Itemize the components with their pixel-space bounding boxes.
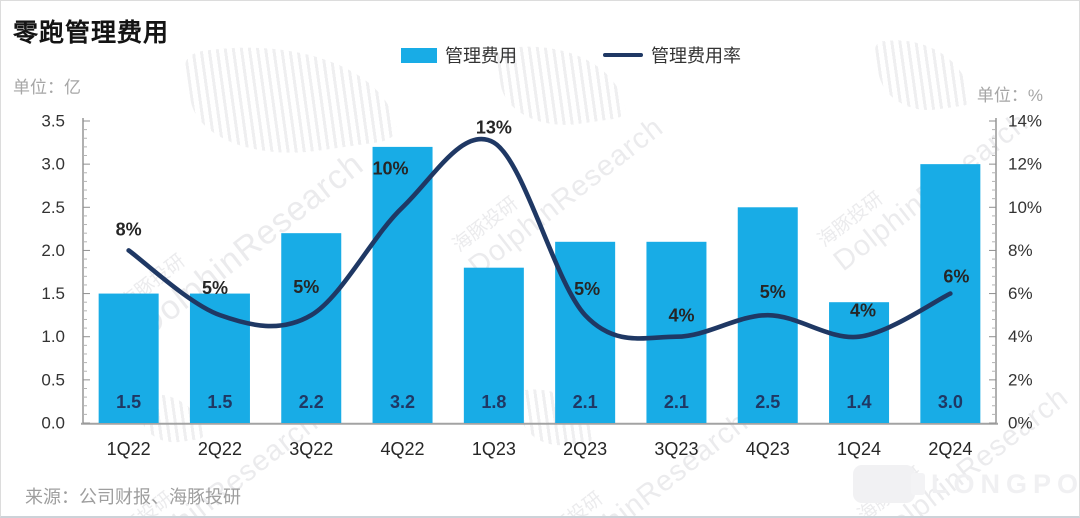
ratio-label: 5% <box>293 277 319 297</box>
bar-value-label: 1.4 <box>847 392 872 412</box>
legend-item-bar: 管理费用 <box>401 42 517 68</box>
legend-bar-label: 管理费用 <box>445 46 517 66</box>
y-axis-label-right: 2% <box>1008 370 1033 389</box>
bar <box>829 302 890 423</box>
y-axis-label-left: 2.0 <box>41 241 65 260</box>
ratio-label: 4% <box>850 301 876 321</box>
x-axis-label: 4Q23 <box>746 439 790 459</box>
bar-value-label: 3.0 <box>938 392 963 412</box>
y-axis-label-right: 10% <box>1008 198 1042 217</box>
ratio-label: 8% <box>116 219 142 239</box>
brand-watermark: LONGPORT <box>853 465 1080 503</box>
legend-line-label: 管理费用率 <box>651 46 741 66</box>
x-axis-label: 4Q22 <box>381 439 425 459</box>
bar <box>281 233 342 423</box>
legend-item-line: 管理费用率 <box>603 42 741 68</box>
ratio-label: 5% <box>574 279 600 299</box>
y-axis-label-right: 12% <box>1008 155 1042 174</box>
y-axis-label-left: 0.0 <box>41 414 65 433</box>
ratio-label: 13% <box>476 118 512 138</box>
bar-value-label: 2.2 <box>299 392 324 412</box>
bar-value-label: 2.1 <box>664 392 689 412</box>
bar-series-swatch-icon <box>401 47 437 63</box>
ratio-label: 5% <box>760 282 786 302</box>
bar <box>98 293 159 423</box>
bar-value-label: 1.5 <box>116 392 141 412</box>
page-title: 零跑管理费用 <box>13 19 170 47</box>
right-axis-unit-label: 单位：% <box>976 86 1043 105</box>
y-axis-label-right: 8% <box>1008 241 1033 260</box>
ratio-label: 6% <box>943 267 969 287</box>
ratio-label: 5% <box>202 278 228 298</box>
y-axis-label-left: 1.5 <box>41 284 65 303</box>
bar-value-label: 1.8 <box>481 392 506 412</box>
y-axis-label-right: 0% <box>1008 414 1033 433</box>
y-axis-label-right: 6% <box>1008 284 1033 303</box>
x-axis-label: 1Q24 <box>837 439 881 459</box>
source-note: 来源：公司财报、海豚投研 <box>25 487 241 507</box>
y-axis-label-right: 14% <box>1008 112 1042 131</box>
y-axis-label-left: 0.5 <box>41 370 65 389</box>
ratio-label: 4% <box>668 306 694 326</box>
ratio-label: 10% <box>373 158 409 178</box>
y-axis-label-left: 3.5 <box>41 112 65 131</box>
x-axis-label: 2Q22 <box>198 439 242 459</box>
legend: 管理费用 管理费用率 <box>401 42 741 68</box>
bar-value-label: 2.5 <box>755 392 780 412</box>
bar <box>463 267 524 423</box>
y-axis-label-left: 1.0 <box>41 327 65 346</box>
ratio-line <box>126 136 953 341</box>
longport-logo-text: LONGPORT <box>931 468 1080 499</box>
x-axis-label: 2Q23 <box>563 439 607 459</box>
bar-value-label: 3.2 <box>390 392 415 412</box>
y-axis-label-right: 4% <box>1008 327 1033 346</box>
line-series-swatch-icon <box>603 52 643 58</box>
y-axis-label-left: 3.0 <box>41 155 65 174</box>
bar-value-label: 1.5 <box>207 392 232 412</box>
x-axis-label: 1Q22 <box>107 439 151 459</box>
x-axis-label: 1Q23 <box>472 439 516 459</box>
left-axis-unit-label: 单位：亿 <box>13 78 81 97</box>
longport-logo-icon <box>853 465 925 503</box>
x-axis-label: 3Q22 <box>289 439 333 459</box>
bar-value-label: 2.1 <box>573 392 598 412</box>
x-axis-label: 2Q24 <box>928 439 972 459</box>
y-axis-label-left: 2.5 <box>41 198 65 217</box>
x-axis-label: 3Q23 <box>654 439 698 459</box>
bar <box>372 146 433 423</box>
